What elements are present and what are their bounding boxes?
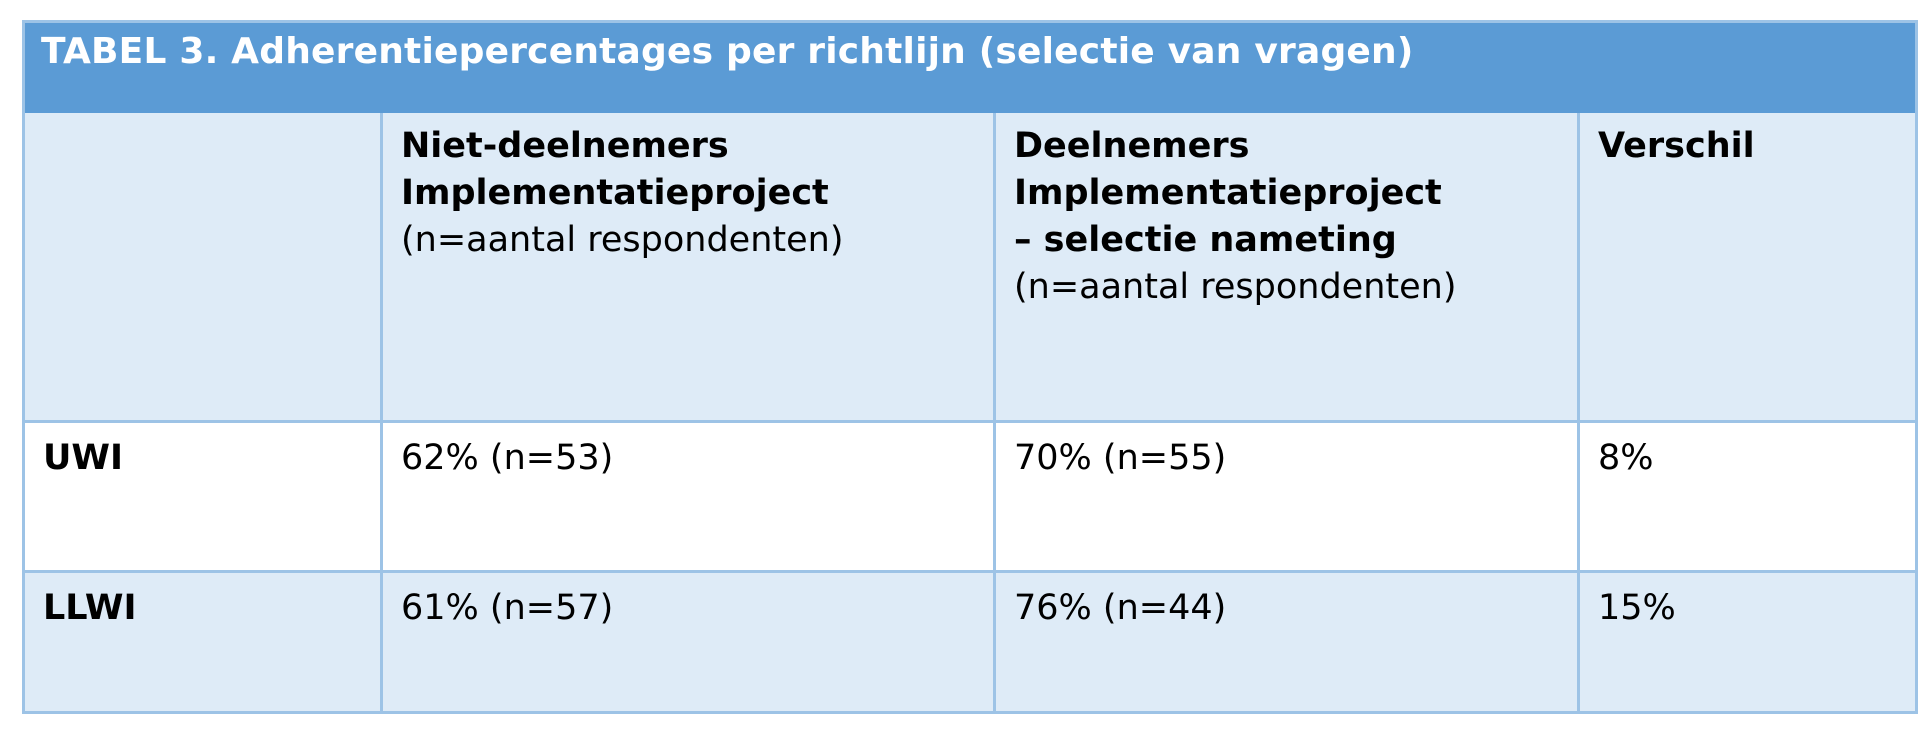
table-title-bar: TABEL 3. Adherentiepercentages per richt… (25, 23, 1915, 113)
table-header-row: Niet-deelnemers Implementatieproject (n=… (25, 113, 1915, 420)
header-text: Implementatieproject (1014, 173, 1442, 213)
table-cell: 61% (n=57) (380, 573, 993, 711)
table-row: LLWI 61% (n=57) 76% (n=44) 15% (25, 570, 1915, 711)
header-cell-empty (25, 113, 380, 420)
header-subtext: (n=aantal respondenten) (401, 220, 844, 260)
header-text: – selectie nameting (1014, 220, 1397, 260)
table-cell: 76% (n=44) (993, 573, 1577, 711)
header-text: Deelnemers (1014, 126, 1250, 166)
row-label: UWI (43, 438, 124, 478)
row-label: LLWI (43, 588, 137, 628)
adherence-table: TABEL 3. Adherentiepercentages per richt… (22, 20, 1918, 714)
table-title: TABEL 3. Adherentiepercentages per richt… (41, 31, 1414, 72)
table-cell: 70% (n=55) (993, 423, 1577, 570)
header-subtext: (n=aantal respondenten) (1014, 267, 1457, 307)
header-text: Niet-deelnemers (401, 126, 729, 166)
table-cell: 62% (n=53) (380, 423, 993, 570)
header-cell-participants: Deelnemers Implementatieproject – select… (993, 113, 1577, 420)
header-text: Verschil (1598, 126, 1755, 166)
header-text: Implementatieproject (401, 173, 829, 213)
header-cell-difference: Verschil (1577, 113, 1915, 420)
table-cell: 15% (1577, 573, 1915, 711)
table-row: UWI 62% (n=53) 70% (n=55) 8% (25, 420, 1915, 570)
header-cell-non-participants: Niet-deelnemers Implementatieproject (n=… (380, 113, 993, 420)
table-cell: 8% (1577, 423, 1915, 570)
